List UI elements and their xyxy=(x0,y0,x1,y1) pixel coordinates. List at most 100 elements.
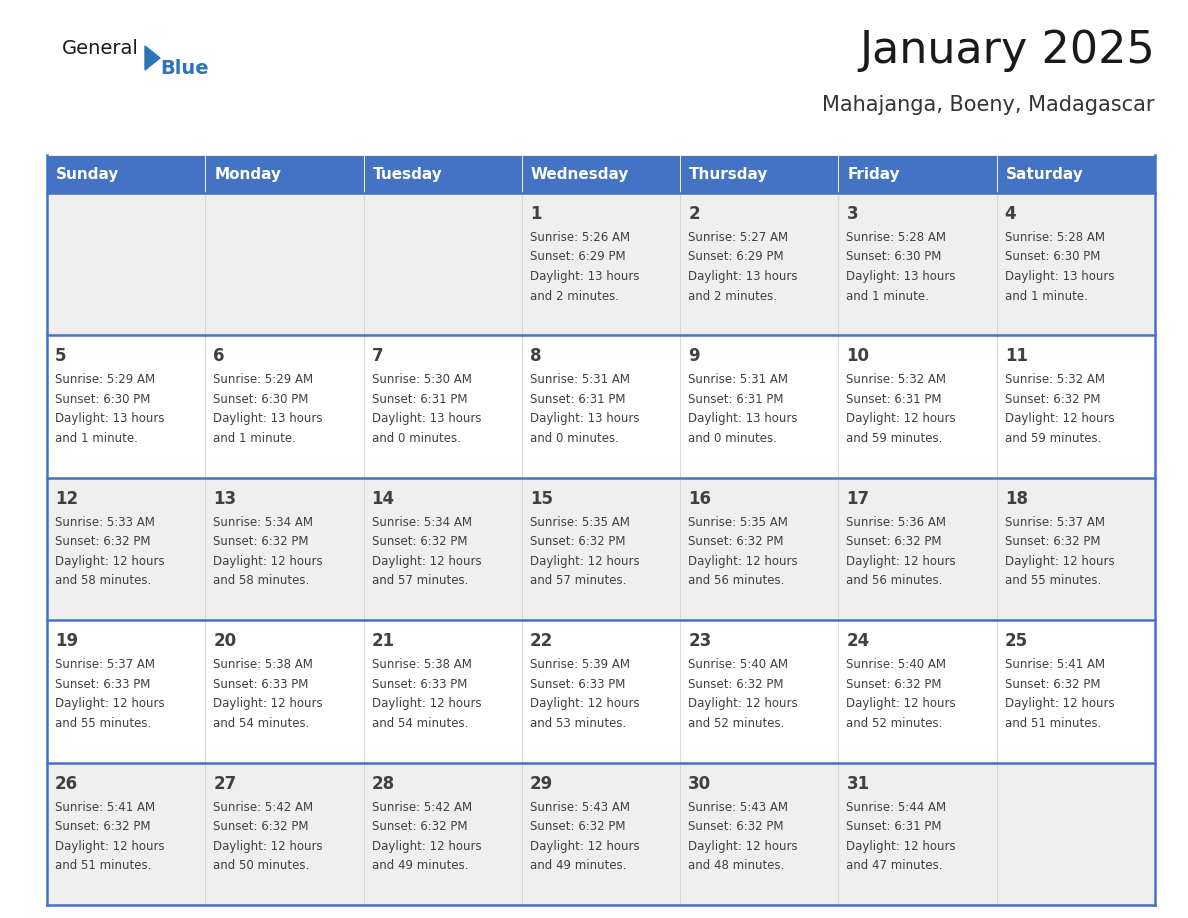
Text: 22: 22 xyxy=(530,633,554,650)
Text: Daylight: 12 hours: Daylight: 12 hours xyxy=(846,554,956,568)
Text: Sunset: 6:31 PM: Sunset: 6:31 PM xyxy=(530,393,625,406)
Text: 27: 27 xyxy=(214,775,236,792)
Text: Daylight: 12 hours: Daylight: 12 hours xyxy=(1005,412,1114,425)
Text: Sunset: 6:32 PM: Sunset: 6:32 PM xyxy=(530,820,625,834)
Text: Sunset: 6:32 PM: Sunset: 6:32 PM xyxy=(688,820,784,834)
Text: Sunset: 6:32 PM: Sunset: 6:32 PM xyxy=(530,535,625,548)
Text: Sunrise: 5:31 AM: Sunrise: 5:31 AM xyxy=(688,374,788,386)
Text: Wednesday: Wednesday xyxy=(531,166,630,182)
Bar xyxy=(681,335,839,477)
Text: and 0 minutes.: and 0 minutes. xyxy=(688,431,777,445)
Text: and 52 minutes.: and 52 minutes. xyxy=(846,717,943,730)
Text: Daylight: 13 hours: Daylight: 13 hours xyxy=(688,270,797,283)
Text: Sunset: 6:31 PM: Sunset: 6:31 PM xyxy=(688,393,784,406)
Bar xyxy=(681,155,839,193)
Text: General: General xyxy=(62,39,139,58)
Text: Sunset: 6:30 PM: Sunset: 6:30 PM xyxy=(55,393,151,406)
Bar xyxy=(681,763,839,905)
Text: Sunrise: 5:29 AM: Sunrise: 5:29 AM xyxy=(214,374,314,386)
Text: 17: 17 xyxy=(846,490,870,508)
Text: Sunset: 6:30 PM: Sunset: 6:30 PM xyxy=(1005,251,1100,263)
Text: 28: 28 xyxy=(372,775,394,792)
Text: Daylight: 13 hours: Daylight: 13 hours xyxy=(530,412,639,425)
Text: Daylight: 12 hours: Daylight: 12 hours xyxy=(55,697,165,711)
Text: Sunset: 6:30 PM: Sunset: 6:30 PM xyxy=(846,251,942,263)
Text: Sunrise: 5:38 AM: Sunrise: 5:38 AM xyxy=(214,658,314,671)
Text: Sunday: Sunday xyxy=(56,166,119,182)
Bar xyxy=(364,477,522,621)
Text: 14: 14 xyxy=(372,490,394,508)
Text: 6: 6 xyxy=(214,347,225,365)
Bar xyxy=(997,621,1155,763)
Text: 5: 5 xyxy=(55,347,67,365)
Text: 1: 1 xyxy=(530,205,542,223)
Text: 29: 29 xyxy=(530,775,554,792)
Text: Sunrise: 5:29 AM: Sunrise: 5:29 AM xyxy=(55,374,156,386)
Text: Sunset: 6:30 PM: Sunset: 6:30 PM xyxy=(214,393,309,406)
Bar xyxy=(364,335,522,477)
Text: Sunrise: 5:37 AM: Sunrise: 5:37 AM xyxy=(1005,516,1105,529)
Bar xyxy=(522,335,681,477)
Text: Sunrise: 5:39 AM: Sunrise: 5:39 AM xyxy=(530,658,630,671)
Text: Daylight: 13 hours: Daylight: 13 hours xyxy=(846,270,956,283)
Text: and 59 minutes.: and 59 minutes. xyxy=(846,431,943,445)
Bar xyxy=(206,621,364,763)
Text: Monday: Monday xyxy=(214,166,282,182)
Text: Sunset: 6:29 PM: Sunset: 6:29 PM xyxy=(688,251,784,263)
Text: Thursday: Thursday xyxy=(689,166,769,182)
Text: 23: 23 xyxy=(688,633,712,650)
Text: and 58 minutes.: and 58 minutes. xyxy=(214,575,310,588)
Text: Daylight: 13 hours: Daylight: 13 hours xyxy=(372,412,481,425)
Bar xyxy=(364,193,522,335)
Text: Daylight: 13 hours: Daylight: 13 hours xyxy=(530,270,639,283)
Bar xyxy=(364,621,522,763)
Text: Sunrise: 5:37 AM: Sunrise: 5:37 AM xyxy=(55,658,154,671)
Text: Daylight: 12 hours: Daylight: 12 hours xyxy=(530,840,639,853)
Text: Daylight: 12 hours: Daylight: 12 hours xyxy=(1005,554,1114,568)
Text: and 58 minutes.: and 58 minutes. xyxy=(55,575,151,588)
Text: January 2025: January 2025 xyxy=(859,29,1155,72)
Text: 13: 13 xyxy=(214,490,236,508)
Text: Sunrise: 5:42 AM: Sunrise: 5:42 AM xyxy=(214,800,314,813)
Text: 26: 26 xyxy=(55,775,78,792)
Text: and 47 minutes.: and 47 minutes. xyxy=(846,859,943,872)
Text: Sunrise: 5:41 AM: Sunrise: 5:41 AM xyxy=(1005,658,1105,671)
Text: and 54 minutes.: and 54 minutes. xyxy=(214,717,310,730)
Bar xyxy=(48,763,206,905)
Text: Sunset: 6:33 PM: Sunset: 6:33 PM xyxy=(55,677,151,690)
Bar xyxy=(48,621,206,763)
Text: and 2 minutes.: and 2 minutes. xyxy=(530,289,619,303)
Bar xyxy=(997,477,1155,621)
Text: and 1 minute.: and 1 minute. xyxy=(214,431,296,445)
Text: Sunrise: 5:28 AM: Sunrise: 5:28 AM xyxy=(846,231,947,244)
Text: 12: 12 xyxy=(55,490,78,508)
Text: 25: 25 xyxy=(1005,633,1028,650)
Bar xyxy=(839,335,997,477)
Text: Blue: Blue xyxy=(160,59,209,78)
Text: Sunrise: 5:28 AM: Sunrise: 5:28 AM xyxy=(1005,231,1105,244)
Text: Sunset: 6:33 PM: Sunset: 6:33 PM xyxy=(530,677,625,690)
Bar xyxy=(364,155,522,193)
Bar xyxy=(839,155,997,193)
Text: and 53 minutes.: and 53 minutes. xyxy=(530,717,626,730)
Text: Mahajanga, Boeny, Madagascar: Mahajanga, Boeny, Madagascar xyxy=(822,95,1155,115)
Text: 8: 8 xyxy=(530,347,542,365)
Text: Sunset: 6:32 PM: Sunset: 6:32 PM xyxy=(1005,393,1100,406)
Text: 30: 30 xyxy=(688,775,712,792)
Text: Sunrise: 5:40 AM: Sunrise: 5:40 AM xyxy=(688,658,788,671)
Text: Sunrise: 5:41 AM: Sunrise: 5:41 AM xyxy=(55,800,156,813)
Text: Daylight: 12 hours: Daylight: 12 hours xyxy=(846,697,956,711)
Text: Sunset: 6:32 PM: Sunset: 6:32 PM xyxy=(55,535,151,548)
Text: Sunrise: 5:40 AM: Sunrise: 5:40 AM xyxy=(846,658,947,671)
Bar xyxy=(48,193,206,335)
Text: 31: 31 xyxy=(846,775,870,792)
Bar xyxy=(48,477,206,621)
Text: Daylight: 12 hours: Daylight: 12 hours xyxy=(214,554,323,568)
Bar xyxy=(206,477,364,621)
Text: 21: 21 xyxy=(372,633,394,650)
Bar xyxy=(206,335,364,477)
Text: 19: 19 xyxy=(55,633,78,650)
Text: Sunset: 6:32 PM: Sunset: 6:32 PM xyxy=(846,677,942,690)
Bar xyxy=(681,477,839,621)
Text: Sunset: 6:29 PM: Sunset: 6:29 PM xyxy=(530,251,626,263)
